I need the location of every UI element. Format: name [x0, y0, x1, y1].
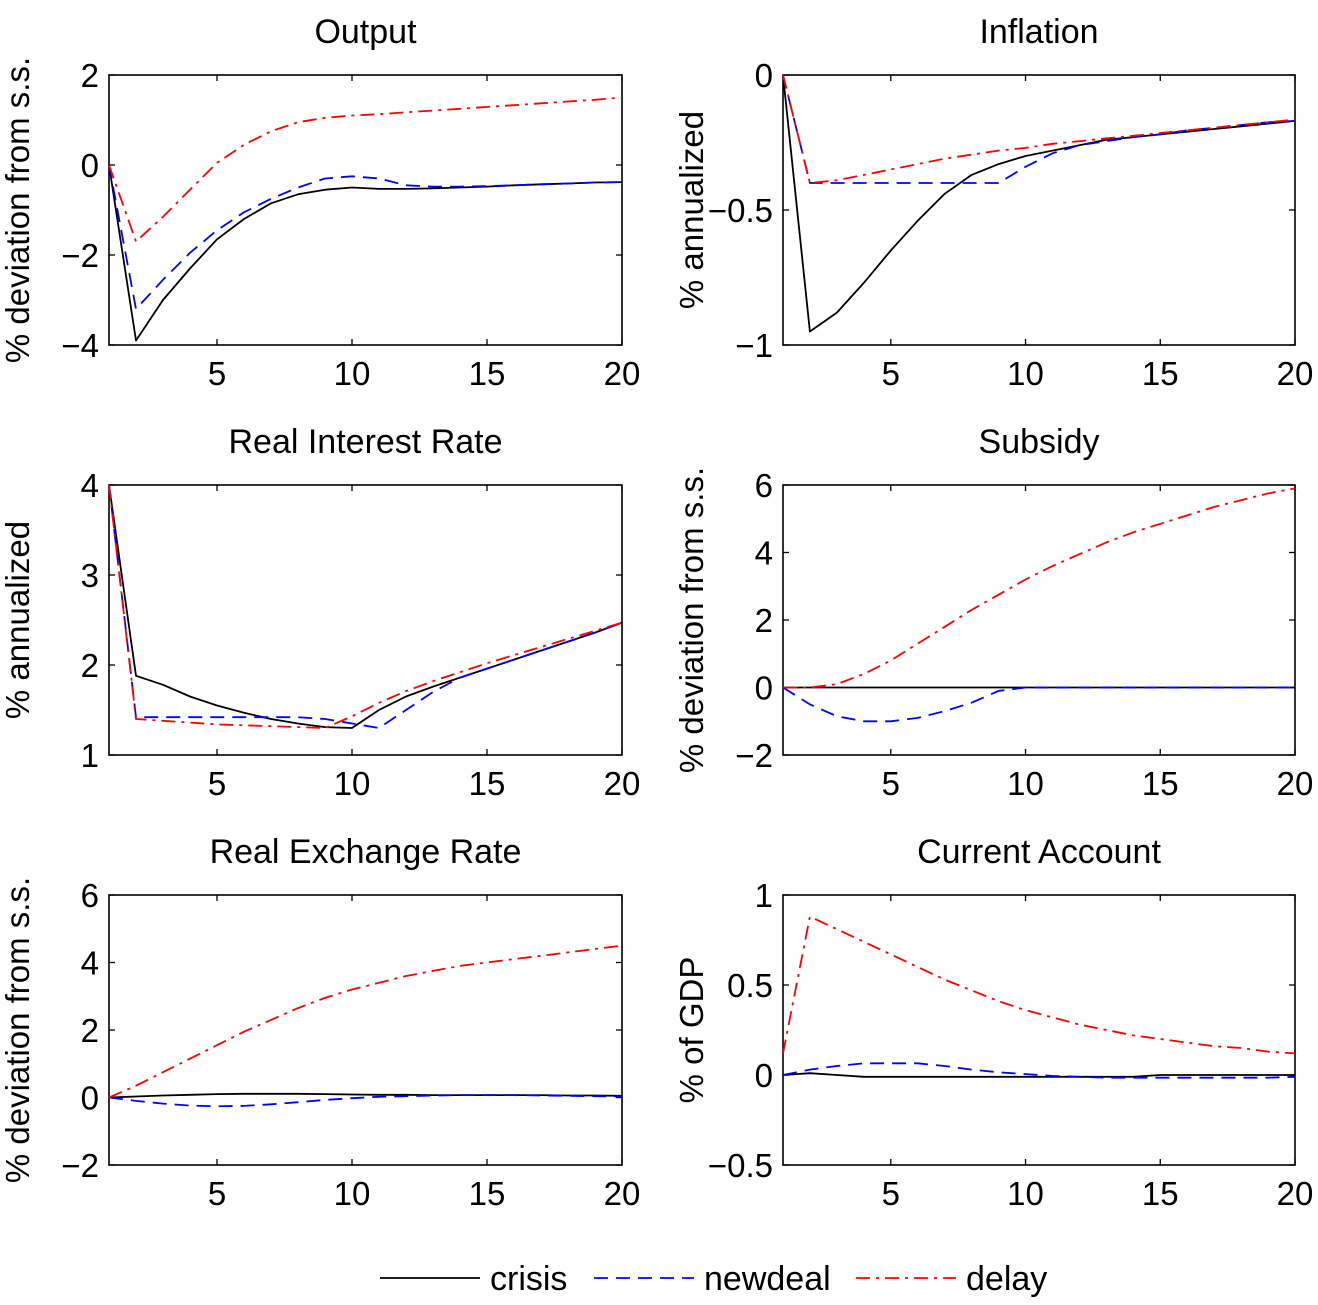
chart-title: Real Exchange Rate: [210, 833, 522, 871]
y-axis-label: % annualized: [673, 111, 710, 309]
y-tick-label: −4: [61, 327, 99, 364]
y-tick-label: 1: [81, 737, 99, 774]
x-tick-label: 5: [208, 355, 226, 392]
series-line-crisis: [108, 484, 623, 729]
chart-panel-4: Subsidy % deviation from s.s. 5 10 15 20 −2 0 2 4…: [673, 423, 1313, 802]
x-tick-label: 10: [334, 765, 371, 802]
series-line-newdeal: [108, 164, 623, 310]
series-line-crisis: [108, 164, 623, 342]
y-tick-label: −2: [61, 237, 99, 274]
y-tick-label: −2: [735, 737, 773, 774]
x-tick-label: 5: [208, 765, 226, 802]
chart-panel-5: Real Exchange Rate % deviation from s.s. 5…: [0, 833, 640, 1212]
y-tick-label: 0: [755, 1057, 773, 1094]
y-tick-label: −1: [735, 327, 773, 364]
plot-frame: [108, 484, 623, 756]
y-tick-label: 2: [755, 602, 773, 639]
chart-title: Subsidy: [979, 423, 1100, 461]
x-tick-label: 10: [334, 1175, 371, 1212]
x-tick-label: 20: [604, 355, 641, 392]
y-axis-label: % annualized: [0, 521, 36, 719]
x-tick-label: 15: [469, 1175, 506, 1212]
x-tick-label: 20: [604, 1175, 641, 1212]
series-line-newdeal: [108, 484, 623, 729]
x-tick-label: 10: [1007, 1175, 1044, 1212]
x-tick-label: 5: [882, 765, 900, 802]
series-line-delay: [782, 915, 1296, 1055]
chart-panel-6: Current Account % of GDP 5 10 15 20 −0.5 0 0.5 1: [673, 833, 1313, 1212]
series-line-delay: [782, 74, 1296, 184]
x-tick-label: 15: [1142, 765, 1179, 802]
plot-frame: [782, 894, 1296, 1166]
chart-title: Real Interest Rate: [228, 423, 502, 461]
y-tick-label: 2: [81, 57, 99, 94]
chart-title: Output: [314, 13, 417, 51]
series-line-newdeal: [782, 686, 1295, 723]
x-tick-label: 5: [208, 1175, 226, 1212]
legend-label-delay: delay: [966, 1260, 1047, 1298]
series-line-delay: [783, 487, 1296, 689]
x-tick-label: 20: [1277, 355, 1314, 392]
chart-panel-2: Inflation % annualized 5 10 15 20 −1 −0.5 0: [673, 13, 1313, 392]
series-line-newdeal: [108, 1094, 623, 1108]
x-tick-label: 15: [469, 355, 506, 392]
y-tick-label: 6: [755, 467, 773, 504]
series-line-crisis: [782, 74, 1296, 333]
y-tick-label: −0.5: [708, 192, 773, 229]
y-tick-label: 3: [81, 557, 99, 594]
y-tick-label: 4: [755, 535, 773, 572]
y-tick-label: 0: [755, 670, 773, 707]
y-axis-label: % deviation from s.s.: [0, 877, 36, 1183]
plot-frame: [108, 74, 623, 346]
y-tick-label: 4: [81, 467, 99, 504]
y-tick-label: 2: [81, 1012, 99, 1049]
y-tick-label: 0.5: [727, 967, 773, 1004]
series-line-crisis: [108, 1092, 623, 1099]
plot-frame: [782, 484, 1296, 756]
y-axis-label: % deviation from s.s.: [673, 467, 710, 773]
plot-frame: [782, 74, 1296, 346]
legend-label-newdeal: newdeal: [704, 1260, 831, 1298]
series-line-delay: [108, 484, 623, 729]
x-tick-label: 10: [1007, 355, 1044, 392]
x-tick-label: 15: [1142, 1175, 1179, 1212]
chart-title: Current Account: [917, 833, 1161, 871]
x-tick-label: 20: [1277, 765, 1314, 802]
x-tick-label: 5: [882, 1175, 900, 1212]
y-tick-label: −2: [61, 1147, 99, 1184]
series-line-delay: [108, 944, 623, 1099]
y-axis-label: % of GDP: [673, 957, 710, 1104]
y-tick-label: 0: [81, 1080, 99, 1117]
chart-panel-3: Real Interest Rate % annualized 5 10 15 20 1 2 3…: [0, 423, 640, 802]
x-tick-label: 15: [1142, 355, 1179, 392]
x-tick-label: 20: [604, 765, 641, 802]
x-tick-label: 20: [1277, 1175, 1314, 1212]
y-tick-label: 6: [81, 877, 99, 914]
x-tick-label: 10: [1007, 765, 1044, 802]
legend-label-crisis: crisis: [490, 1260, 567, 1298]
x-tick-label: 5: [882, 355, 900, 392]
y-tick-label: 0: [755, 57, 773, 94]
series-line-delay: [108, 96, 623, 243]
y-tick-label: 1: [755, 877, 773, 914]
x-tick-label: 15: [469, 765, 506, 802]
series-line-crisis: [782, 1072, 1295, 1078]
y-tick-label: 4: [81, 945, 99, 982]
chart-panel-1: Output % deviation from s.s. 5 10 15 20 −4 −2 0 2: [0, 13, 640, 392]
series-line-newdeal: [782, 1062, 1296, 1079]
y-axis-label: % deviation from s.s.: [0, 57, 36, 363]
legend: crisis newdeal delay: [380, 1260, 1047, 1298]
y-tick-label: 2: [81, 647, 99, 684]
x-tick-label: 10: [334, 355, 371, 392]
plot-frame: [108, 894, 623, 1166]
y-tick-label: 0: [81, 147, 99, 184]
y-tick-label: −0.5: [708, 1147, 773, 1184]
chart-title: Inflation: [979, 13, 1098, 51]
